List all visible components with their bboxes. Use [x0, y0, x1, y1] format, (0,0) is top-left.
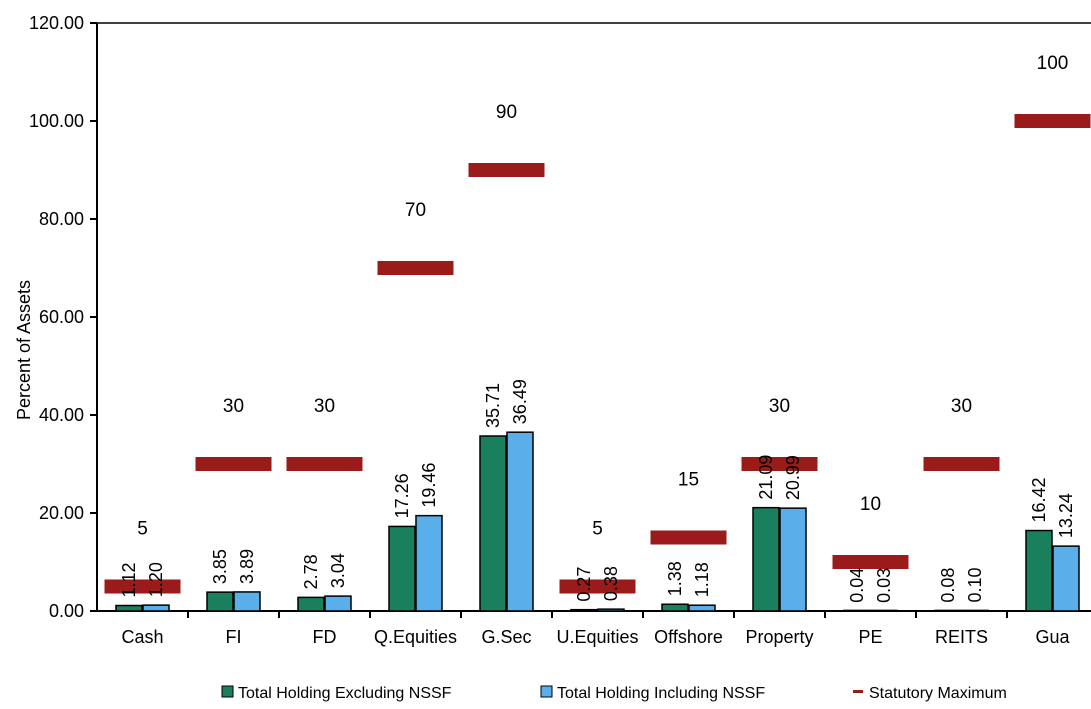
statutory-maximum-markers [104, 114, 1091, 594]
x-tick-label: Offshore [654, 627, 723, 647]
data-label: 0.38 [601, 566, 621, 601]
statutory-max-label: 100 [1037, 53, 1069, 74]
statutory-max-label: 30 [314, 396, 335, 417]
data-label: 0.04 [847, 568, 867, 603]
legend-label-including-nssf: Total Holding Including NSSF [557, 685, 765, 702]
legend-swatch-including-nssf [540, 685, 553, 698]
statutory-max-label: 15 [678, 470, 699, 491]
bar-series-1 [1025, 529, 1053, 612]
data-label: 21.09 [756, 455, 776, 500]
y-axis: 0.00 20.00 40.00 60.00 80.00 100.00 120.00 [29, 13, 1091, 621]
bar-series-1 [934, 609, 962, 612]
bar-series-2 [506, 431, 534, 612]
bar-series-1 [206, 591, 234, 612]
y-tick-label: 100.00 [29, 111, 84, 131]
data-label: 16.42 [1029, 477, 1049, 522]
legend-swatch-statutory-maximum [853, 690, 863, 693]
statutory-max-label: 5 [592, 519, 603, 540]
statutory-max-label: 5 [137, 519, 148, 540]
data-label: 3.04 [328, 553, 348, 588]
data-label: 1.18 [692, 562, 712, 597]
data-label: 0.08 [938, 568, 958, 603]
bar-series-1 [661, 603, 689, 612]
x-tick-label: REITS [935, 627, 988, 647]
data-labels: 1.12 3.85 2.78 17.26 35.71 0.27 1.38 21.09 0.04 0… [119, 53, 1076, 603]
y-tick-label: 20.00 [39, 503, 84, 523]
x-tick-label: Gua [1035, 627, 1070, 647]
data-label: 0.10 [965, 567, 985, 602]
statutory-max-marker [832, 555, 909, 569]
x-tick-label: U.Equities [556, 627, 638, 647]
data-label: 1.38 [665, 561, 685, 596]
data-label: 0.03 [874, 568, 894, 603]
bar-series-2 [1052, 545, 1080, 612]
statutory-max-marker [286, 457, 363, 471]
bar-series-1 [479, 435, 507, 612]
legend-label-excluding-nssf: Total Holding Excluding NSSF [238, 685, 452, 702]
bar-series-1 [752, 506, 780, 612]
statutory-max-label: 30 [951, 396, 972, 417]
statutory-max-label: 70 [405, 200, 426, 221]
legend: Total Holding Excluding NSSF Total Holdin… [221, 685, 1007, 702]
x-tick-label: FI [226, 627, 242, 647]
x-tick-label: G.Sec [481, 627, 531, 647]
data-label: 36.49 [510, 379, 530, 424]
y-tick-label: 40.00 [39, 405, 84, 425]
y-tick-label: 80.00 [39, 209, 84, 229]
statutory-max-marker [559, 579, 636, 594]
bar-series-2 [415, 514, 443, 612]
bar-series-1 [297, 596, 325, 612]
x-tick-label: PE [858, 627, 882, 647]
bar-series-2 [597, 608, 625, 612]
bar-series-1 [570, 608, 598, 612]
statutory-max-marker [377, 261, 454, 275]
x-axis: Cash FI FD Q.Equities G.Sec U.Equities Offshor… [97, 610, 1091, 647]
data-label: 19.46 [419, 463, 439, 508]
bar-series-1 [115, 604, 143, 612]
statutory-max-marker [741, 457, 818, 471]
statutory-max-marker [195, 457, 272, 471]
y-tick-label: 0.00 [49, 601, 84, 621]
bar-series-2 [870, 609, 898, 612]
x-tick-label: Q.Equities [374, 627, 457, 647]
data-label: 3.85 [210, 549, 230, 584]
data-label: 20.99 [783, 455, 803, 500]
statutory-max-marker [104, 579, 181, 594]
data-label: 0.27 [574, 567, 594, 602]
statutory-max-label: 90 [496, 102, 517, 123]
data-label: 13.24 [1056, 493, 1076, 538]
legend-label-statutory-maximum: Statutory Maximum [869, 685, 1007, 702]
bar-series-2 [688, 604, 716, 612]
data-label: 2.78 [301, 554, 321, 589]
bar-series-1 [388, 525, 416, 612]
bar-series-1 [843, 609, 871, 612]
x-tick-label: FD [313, 627, 337, 647]
legend-swatch-excluding-nssf [221, 685, 234, 698]
bar-series-2 [233, 591, 261, 612]
data-label: 35.71 [483, 383, 503, 428]
bars [115, 431, 1080, 612]
y-tick-label: 120.00 [29, 13, 84, 33]
y-tick-label: 60.00 [39, 307, 84, 327]
statutory-max-marker [468, 163, 545, 177]
x-tick-label: Property [745, 627, 813, 647]
statutory-max-marker [1014, 114, 1091, 128]
data-label: 17.26 [392, 473, 412, 518]
bar-series-2 [961, 609, 989, 612]
statutory-max-marker [923, 457, 1000, 471]
statutory-max-label: 10 [860, 494, 881, 515]
y-axis-title: Percent of Assets [14, 280, 34, 420]
statutory-max-label: 30 [223, 396, 244, 417]
x-tick-label: Cash [121, 627, 163, 647]
data-label: 1.12 [119, 562, 139, 597]
statutory-max-marker [650, 530, 727, 545]
data-label: 3.89 [237, 549, 257, 584]
bar-series-2 [779, 507, 807, 612]
data-label: 1.20 [146, 562, 166, 597]
bar-series-2 [142, 604, 170, 612]
bar-series-2 [324, 595, 352, 612]
statutory-max-label: 30 [769, 396, 790, 417]
